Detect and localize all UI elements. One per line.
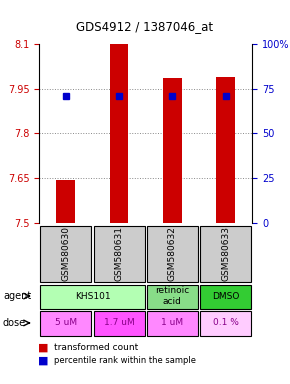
Text: KHS101: KHS101 (75, 291, 110, 301)
Bar (216, 77, 235, 223)
Text: DMSO: DMSO (212, 291, 239, 301)
Bar (57, 180, 75, 223)
Text: agent: agent (3, 291, 31, 301)
Bar (110, 44, 128, 223)
Text: GSM580630: GSM580630 (61, 226, 70, 281)
Text: 0.1 %: 0.1 % (213, 318, 239, 328)
Text: retinoic
acid: retinoic acid (155, 286, 189, 306)
Text: GSM580632: GSM580632 (168, 226, 177, 281)
Text: 1 uM: 1 uM (161, 318, 184, 328)
Text: 5 uM: 5 uM (55, 318, 77, 328)
Text: ■: ■ (38, 343, 48, 353)
Text: ■: ■ (38, 356, 48, 366)
Text: GSM580633: GSM580633 (221, 226, 230, 281)
Text: transformed count: transformed count (54, 343, 138, 353)
Bar (163, 78, 182, 223)
Text: dose: dose (3, 318, 26, 328)
Text: percentile rank within the sample: percentile rank within the sample (54, 356, 196, 366)
Text: GDS4912 / 1387046_at: GDS4912 / 1387046_at (77, 20, 213, 33)
Text: 1.7 uM: 1.7 uM (104, 318, 135, 328)
Text: GSM580631: GSM580631 (115, 226, 124, 281)
